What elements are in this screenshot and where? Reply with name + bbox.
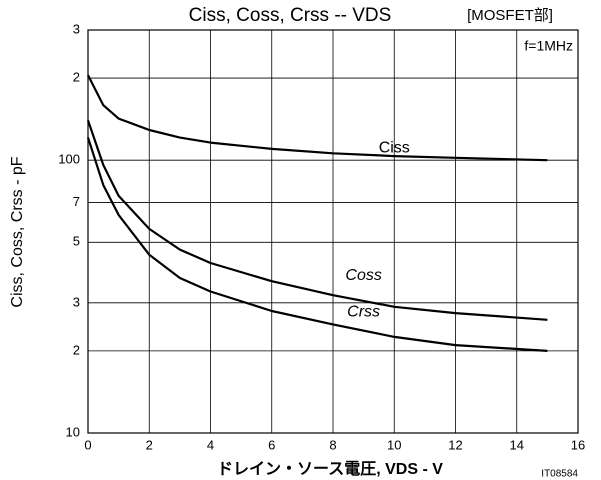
series-line (87, 74, 548, 162)
y-tick-label: 5 (73, 234, 80, 249)
series-line (86, 137, 548, 352)
y-tick-label: 2 (73, 342, 80, 357)
x-tick-label: 12 (448, 437, 462, 452)
x-tick-label: 4 (207, 437, 214, 452)
chart-title: Ciss, Coss, Crss -- VDS (189, 5, 392, 26)
x-axis-label: ドレイン・ソース電圧, VDS - V (217, 460, 443, 478)
x-tick-label: 10 (387, 437, 401, 452)
y-tick-label: 7 (73, 194, 80, 209)
x-tick-label: 16 (571, 437, 585, 452)
x-tick-label: 14 (510, 437, 524, 452)
y-tick-label: 10 (66, 424, 80, 439)
series-label: Crss (347, 304, 380, 321)
y-tick-label: 2 (73, 69, 80, 84)
annotation: f=1MHz (524, 38, 573, 54)
series-label: Ciss (379, 139, 410, 156)
chart-subtitle: [MOSFET部] (467, 7, 553, 24)
series-label: Coss (345, 267, 381, 284)
y-axis-label: Ciss, Coss, Crss - pF (9, 156, 26, 307)
y-tick-label: 3 (73, 294, 80, 309)
x-tick-label: 0 (84, 437, 91, 452)
x-tick-label: 2 (146, 437, 153, 452)
series-line (86, 119, 548, 321)
x-tick-label: 8 (329, 437, 336, 452)
y-tick-label: 3 (73, 21, 80, 36)
y-tick-label: 100 (58, 152, 80, 167)
annotation: IT08584 (541, 469, 578, 480)
x-tick-label: 6 (268, 437, 275, 452)
